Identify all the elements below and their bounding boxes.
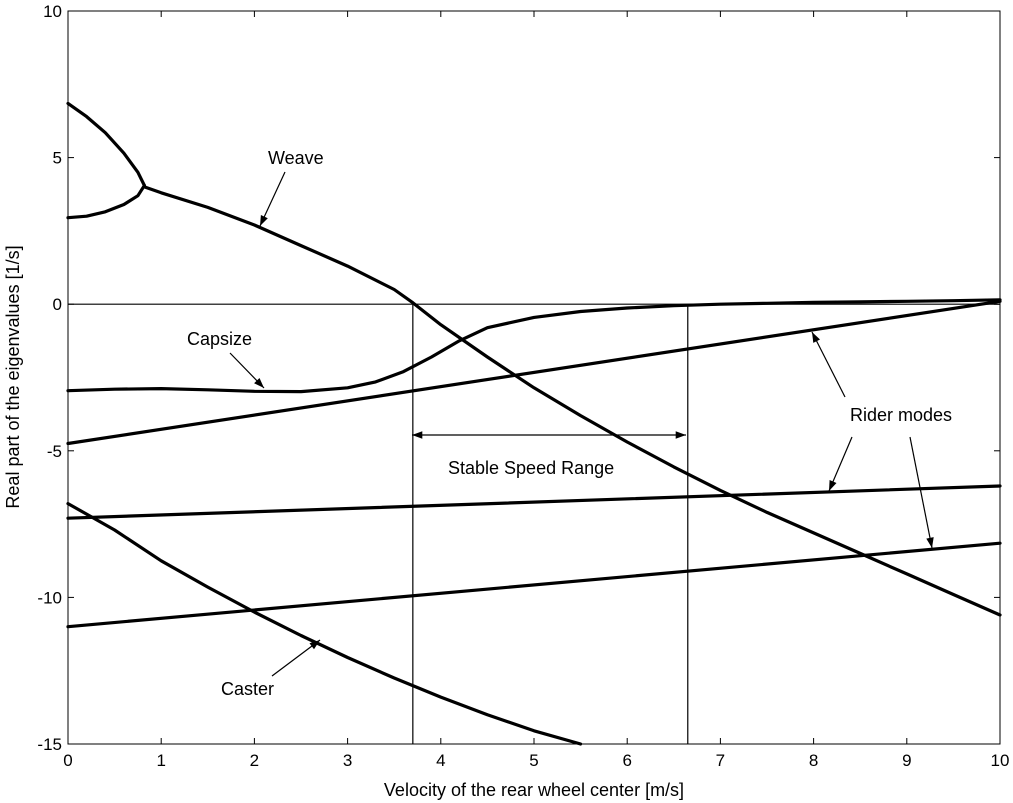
eigenvalue-series-2: [142, 185, 1002, 617]
rider-mode-arrow-3-head: [926, 537, 934, 548]
guide-lines: [68, 303, 1000, 744]
stable-range-arrow-left-head: [412, 431, 423, 439]
rider-mode-arrow-3-shaft: [909, 436, 933, 549]
rider-mode-arrow-2-head: [829, 480, 837, 491]
y-tick-label: -5: [47, 442, 62, 461]
x-axis-label: Velocity of the rear wheel center [m/s]: [384, 780, 684, 800]
y-tick-label: 5: [53, 149, 62, 168]
x-tick-label: 4: [436, 751, 445, 770]
eigenvalue-series-3: [66, 298, 1002, 394]
annotation-rider-modes: Rider modes: [850, 405, 952, 425]
x-tick-label: 2: [250, 751, 259, 770]
annotation-stable-speed-range: Stable Speed Range: [448, 458, 614, 478]
rider-mode-arrow-1-shaft: [811, 331, 846, 398]
caster-arrow-head: [309, 640, 320, 650]
y-tick-label: 0: [53, 295, 62, 314]
x-tick-label: 7: [716, 751, 725, 770]
x-tick-label: 5: [529, 751, 538, 770]
eigenvalue-series-5: [66, 484, 1002, 520]
eigenvalue-series-7: [66, 502, 583, 746]
y-tick-label: -15: [37, 735, 62, 754]
eigenvalue-series-4: [66, 299, 1002, 446]
x-tick-label: 8: [809, 751, 818, 770]
x-tick-label: 6: [622, 751, 631, 770]
plot-box: [67, 10, 1001, 745]
annotation-capsize: Capsize: [187, 329, 252, 349]
eigenvalue-curves: [66, 101, 1002, 746]
x-tick-label: 3: [343, 751, 352, 770]
weave-arrow-head: [260, 215, 268, 226]
eigenvalue-series-1: [66, 183, 146, 220]
eigenvalue-series-6: [66, 541, 1002, 629]
rider-mode-arrow-1-head: [812, 332, 820, 343]
eigenvalue-series-0: [66, 101, 146, 188]
stable-range-arrow-right-head: [675, 431, 686, 439]
annotation-arrows: [229, 171, 934, 677]
annotation-weave: Weave: [268, 148, 324, 168]
annotation-caster: Caster: [221, 679, 274, 699]
x-tick-label: 9: [902, 751, 911, 770]
y-tick-label: -10: [37, 588, 62, 607]
x-tick-label: 0: [63, 751, 72, 770]
y-tick-label: 10: [43, 2, 62, 21]
capsize-arrow-head: [254, 378, 264, 388]
x-tick-label: 10: [991, 751, 1010, 770]
x-tick-label: 1: [156, 751, 165, 770]
y-axis-label: Real part of the eigenvalues [1/s]: [3, 245, 23, 508]
axis-ticks: 0 1 2 3 4 5 6 7 8 9 10 10 5 0 -5 -10 -15: [37, 2, 1009, 770]
